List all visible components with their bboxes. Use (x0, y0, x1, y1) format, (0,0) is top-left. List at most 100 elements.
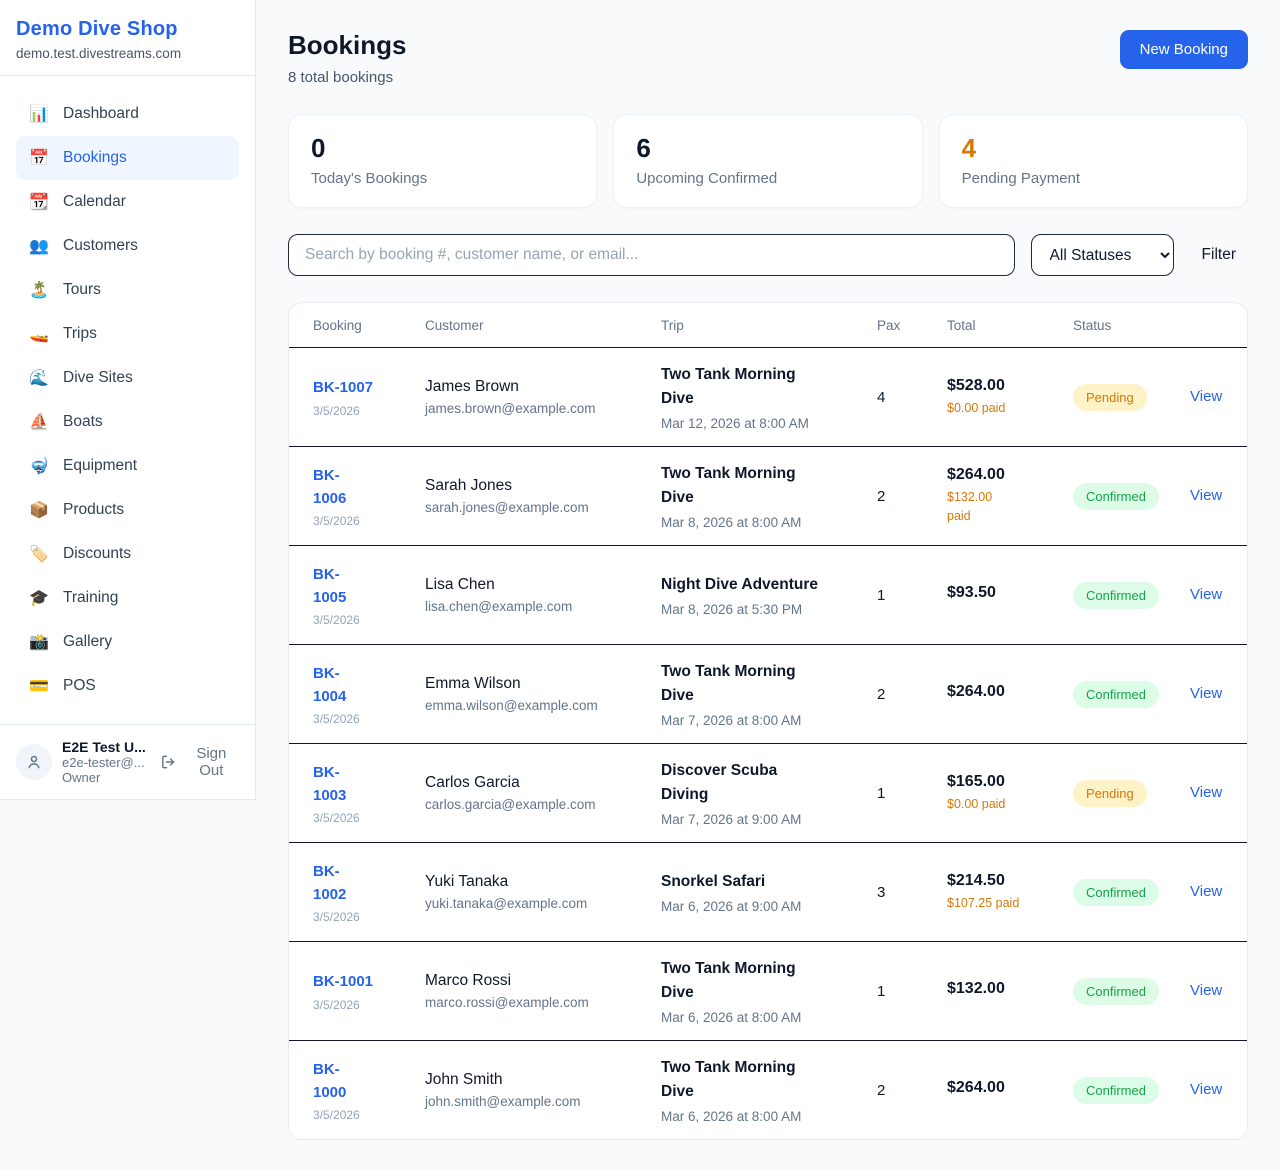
avatar (16, 744, 52, 780)
total-amount: $264.00 (947, 1079, 1005, 1096)
sidebar-item-tours[interactable]: 🏝️ Tours (16, 268, 239, 312)
filter-button[interactable]: Filter (1190, 238, 1248, 272)
sidebar-item-label: Calendar (63, 193, 126, 210)
sidebar-item-label: Dive Sites (63, 369, 133, 386)
sign-out-button[interactable]: Sign Out (160, 745, 239, 779)
brand-name: Demo Dive Shop (16, 18, 178, 40)
view-link[interactable]: View (1190, 982, 1223, 999)
view-link[interactable]: View (1190, 784, 1223, 801)
customer-name: Emma Wilson (425, 675, 521, 692)
package-icon: 📦 (29, 502, 49, 519)
stat-value: 0 (311, 133, 326, 163)
brand-domain: demo.test.divestreams.com (16, 46, 182, 61)
sidebar-item-calendar[interactable]: 📆 Calendar (16, 180, 239, 224)
sidebar-item-label: Products (63, 501, 125, 518)
paid-amount: $107.25 paid (947, 895, 1020, 910)
sidebar-item-boats[interactable]: ⛵ Boats (16, 400, 239, 444)
customer-email: sarah.jones@example.com (425, 500, 589, 515)
trip-datetime: Mar 6, 2026 at 8:00 AM (661, 1109, 802, 1125)
booking-id-link[interactable]: BK- 1006 (313, 466, 347, 507)
table-row: BK-1001 3/5/2026 Marco Rossi marco.rossi… (289, 941, 1247, 1040)
table-row: BK- 1003 3/5/2026 Carlos Garcia carlos.g… (289, 743, 1247, 842)
booking-id-link[interactable]: BK-1001 (313, 973, 374, 991)
sidebar-item-customers[interactable]: 👥 Customers (16, 224, 239, 268)
pax-count: 2 (877, 487, 886, 505)
customer-email: james.brown@example.com (425, 401, 596, 416)
status-select[interactable]: All Statuses (1030, 234, 1174, 276)
status-badge: Pending (1073, 383, 1147, 411)
trip-datetime: Mar 6, 2026 at 9:00 AM (661, 899, 802, 914)
sailboat-icon: ⛵ (29, 414, 49, 431)
total-amount: $264.00 (947, 683, 1005, 700)
sidebar-item-gallery[interactable]: 📸 Gallery (16, 620, 239, 664)
view-link[interactable]: View (1190, 388, 1223, 405)
wave-icon: 🌊 (29, 370, 49, 387)
sidebar-item-bookings[interactable]: 📅 Bookings (16, 136, 239, 180)
table-row: BK- 1006 3/5/2026 Sarah Jones sarah.jone… (289, 446, 1247, 545)
sign-out-icon (161, 755, 174, 769)
total-bookings-subtitle: 8 total bookings (288, 69, 394, 86)
trip-name: Two Tank Morning Dive (661, 365, 796, 407)
user-email: e2e-tester@... (62, 755, 145, 770)
view-link[interactable]: View (1190, 1081, 1223, 1098)
trip-name: Night Dive Adventure (661, 575, 819, 593)
trip-datetime: Mar 7, 2026 at 9:00 AM (661, 812, 802, 828)
view-link[interactable]: View (1190, 685, 1223, 702)
stat-value: 4 (961, 133, 977, 163)
bookings-table: Booking Customer Trip Pax Total Status B… (288, 302, 1248, 1140)
sidebar-item-discounts[interactable]: 🏷️ Discounts (16, 532, 239, 576)
booking-id-link[interactable]: BK-1007 (313, 379, 374, 397)
sidebar-item-equipment[interactable]: 🤿 Equipment (16, 444, 239, 488)
status-badge: Confirmed (1073, 482, 1159, 510)
customer-email: marco.rossi@example.com (425, 995, 589, 1010)
sidebar-item-training[interactable]: 🎓 Training (16, 576, 239, 620)
booking-date: 3/5/2026 (313, 403, 360, 418)
booking-id-link[interactable]: BK- 1004 (313, 664, 347, 705)
sidebar-item-products[interactable]: 📦 Products (16, 488, 239, 532)
page-header: Bookings 8 total bookings New Booking (288, 30, 1248, 86)
column-header-total: Total (947, 317, 976, 333)
search-input[interactable] (288, 234, 1015, 276)
view-link[interactable]: View (1190, 883, 1223, 900)
customer-name: John Smith (425, 1071, 503, 1088)
speedboat-icon: 🚤 (29, 326, 49, 343)
new-booking-button[interactable]: New Booking (1119, 30, 1248, 69)
trip-datetime: Mar 8, 2026 at 5:30 PM (661, 602, 803, 617)
total-amount: $214.50 (947, 871, 1005, 889)
sidebar-item-dashboard[interactable]: 📊 Dashboard (16, 92, 239, 136)
trip-datetime: Mar 8, 2026 at 8:00 AM (661, 515, 802, 531)
trip-name: Snorkel Safari (661, 872, 766, 890)
island-icon: 🏝️ (29, 282, 49, 299)
booking-date: 3/5/2026 (313, 613, 360, 628)
table-row: BK- 1005 3/5/2026 Lisa Chen lisa.chen@ex… (289, 545, 1247, 644)
status-badge: Pending (1073, 779, 1147, 807)
view-link[interactable]: View (1190, 586, 1223, 603)
customer-name: James Brown (425, 378, 519, 395)
booking-id-link[interactable]: BK- 1000 (313, 1060, 347, 1101)
customer-name: Lisa Chen (425, 576, 495, 593)
paid-amount: $0.00 paid (947, 400, 1006, 415)
trip-datetime: Mar 12, 2026 at 8:00 AM (661, 416, 809, 432)
booking-id-link[interactable]: BK- 1002 (313, 862, 347, 903)
sidebar-item-trips[interactable]: 🚤 Trips (16, 312, 239, 356)
trip-datetime: Mar 6, 2026 at 8:00 AM (661, 1010, 802, 1026)
status-badge: Confirmed (1073, 680, 1159, 708)
credit-card-icon: 💳 (29, 678, 49, 695)
trip-name: Two Tank Morning Dive (661, 959, 796, 1001)
sidebar-item-label: Trips (63, 325, 97, 342)
sidebar-item-dive-sites[interactable]: 🌊 Dive Sites (16, 356, 239, 400)
booking-date: 3/5/2026 (313, 712, 360, 727)
booking-id-link[interactable]: BK- 1003 (313, 763, 347, 804)
calendar-icon: 📆 (29, 194, 49, 211)
customer-email: lisa.chen@example.com (425, 599, 573, 614)
view-link[interactable]: View (1190, 487, 1223, 504)
sidebar-item-pos[interactable]: 💳 POS (16, 664, 239, 708)
table-header-row: Booking Customer Trip Pax Total Status (289, 303, 1247, 347)
filter-row: All Statuses Filter (288, 234, 1248, 276)
stat-label: Upcoming Confirmed (636, 170, 778, 187)
table-row: BK-1007 3/5/2026 James Brown james.brown… (289, 347, 1247, 446)
booking-id-link[interactable]: BK- 1005 (313, 565, 347, 606)
main-content: Bookings 8 total bookings New Booking 0 … (256, 0, 1280, 1170)
stat-value: 6 (636, 133, 651, 163)
